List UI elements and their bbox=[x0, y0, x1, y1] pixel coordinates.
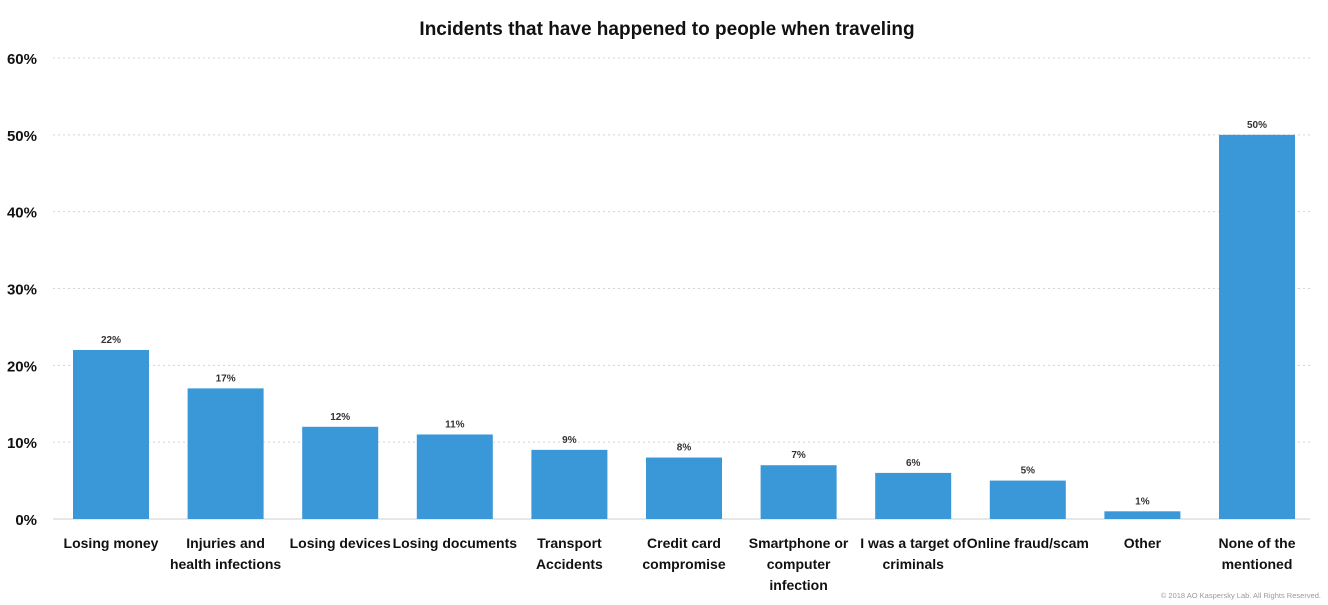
bar bbox=[73, 349, 149, 519]
x-tick-label: Online fraud/scam bbox=[967, 535, 1089, 551]
bar bbox=[531, 449, 608, 519]
x-tick-label: Transport Accidents bbox=[536, 535, 603, 572]
x-tick-label: Losing devices bbox=[290, 535, 391, 551]
copyright-text: © 2018 AO Kaspersky Lab. All Rights Rese… bbox=[1161, 591, 1321, 600]
bar bbox=[187, 388, 264, 519]
y-tick-label: 10% bbox=[7, 435, 37, 452]
x-axis: Losing money Injuries and health infection… bbox=[64, 535, 1296, 593]
bar bbox=[416, 434, 493, 519]
y-tick-label: 50% bbox=[7, 128, 37, 145]
chart-title: Incidents that have happened to people w… bbox=[419, 19, 914, 40]
data-label: 12% bbox=[330, 412, 350, 423]
data-label: 17% bbox=[216, 373, 236, 384]
data-label: 7% bbox=[791, 450, 806, 461]
data-label: 50% bbox=[1247, 120, 1267, 131]
data-labels: 22% 17% 12% 11% 9% 8% 7% 6% 5% 1% 50% bbox=[101, 120, 1267, 507]
y-tick-label: 40% bbox=[7, 205, 37, 222]
data-label: 6% bbox=[906, 458, 921, 469]
data-label: 8% bbox=[677, 443, 692, 454]
data-label: 9% bbox=[562, 435, 577, 446]
x-tick-label: None of the mentioned bbox=[1219, 535, 1296, 572]
x-tick-label: Losing money bbox=[64, 535, 159, 551]
bar bbox=[1104, 511, 1181, 519]
bar bbox=[760, 465, 837, 519]
y-tick-label: 20% bbox=[7, 358, 37, 375]
data-label: 22% bbox=[101, 335, 121, 346]
bars bbox=[73, 134, 1295, 520]
x-tick-label: Injuries and health infections bbox=[170, 535, 281, 572]
bar bbox=[989, 480, 1066, 519]
data-label: 11% bbox=[445, 419, 465, 430]
y-tick-label: 0% bbox=[15, 512, 37, 529]
bar bbox=[875, 472, 952, 519]
bar bbox=[1219, 134, 1295, 520]
x-tick-label: I was a target of criminals bbox=[860, 535, 966, 572]
x-tick-label: Smartphone or computer infection bbox=[749, 535, 849, 593]
y-tick-label: 60% bbox=[7, 51, 37, 68]
y-axis: 0% 10% 20% 30% 40% 50% 60% bbox=[7, 51, 37, 529]
bar bbox=[646, 457, 722, 519]
x-tick-label: Credit card compromise bbox=[642, 535, 725, 572]
data-label: 5% bbox=[1021, 466, 1036, 477]
x-tick-label: Losing documents bbox=[393, 535, 518, 551]
data-label: 1% bbox=[1135, 496, 1150, 507]
y-tick-label: 30% bbox=[7, 282, 37, 299]
bar bbox=[302, 426, 379, 519]
x-tick-label: Other bbox=[1124, 535, 1162, 551]
